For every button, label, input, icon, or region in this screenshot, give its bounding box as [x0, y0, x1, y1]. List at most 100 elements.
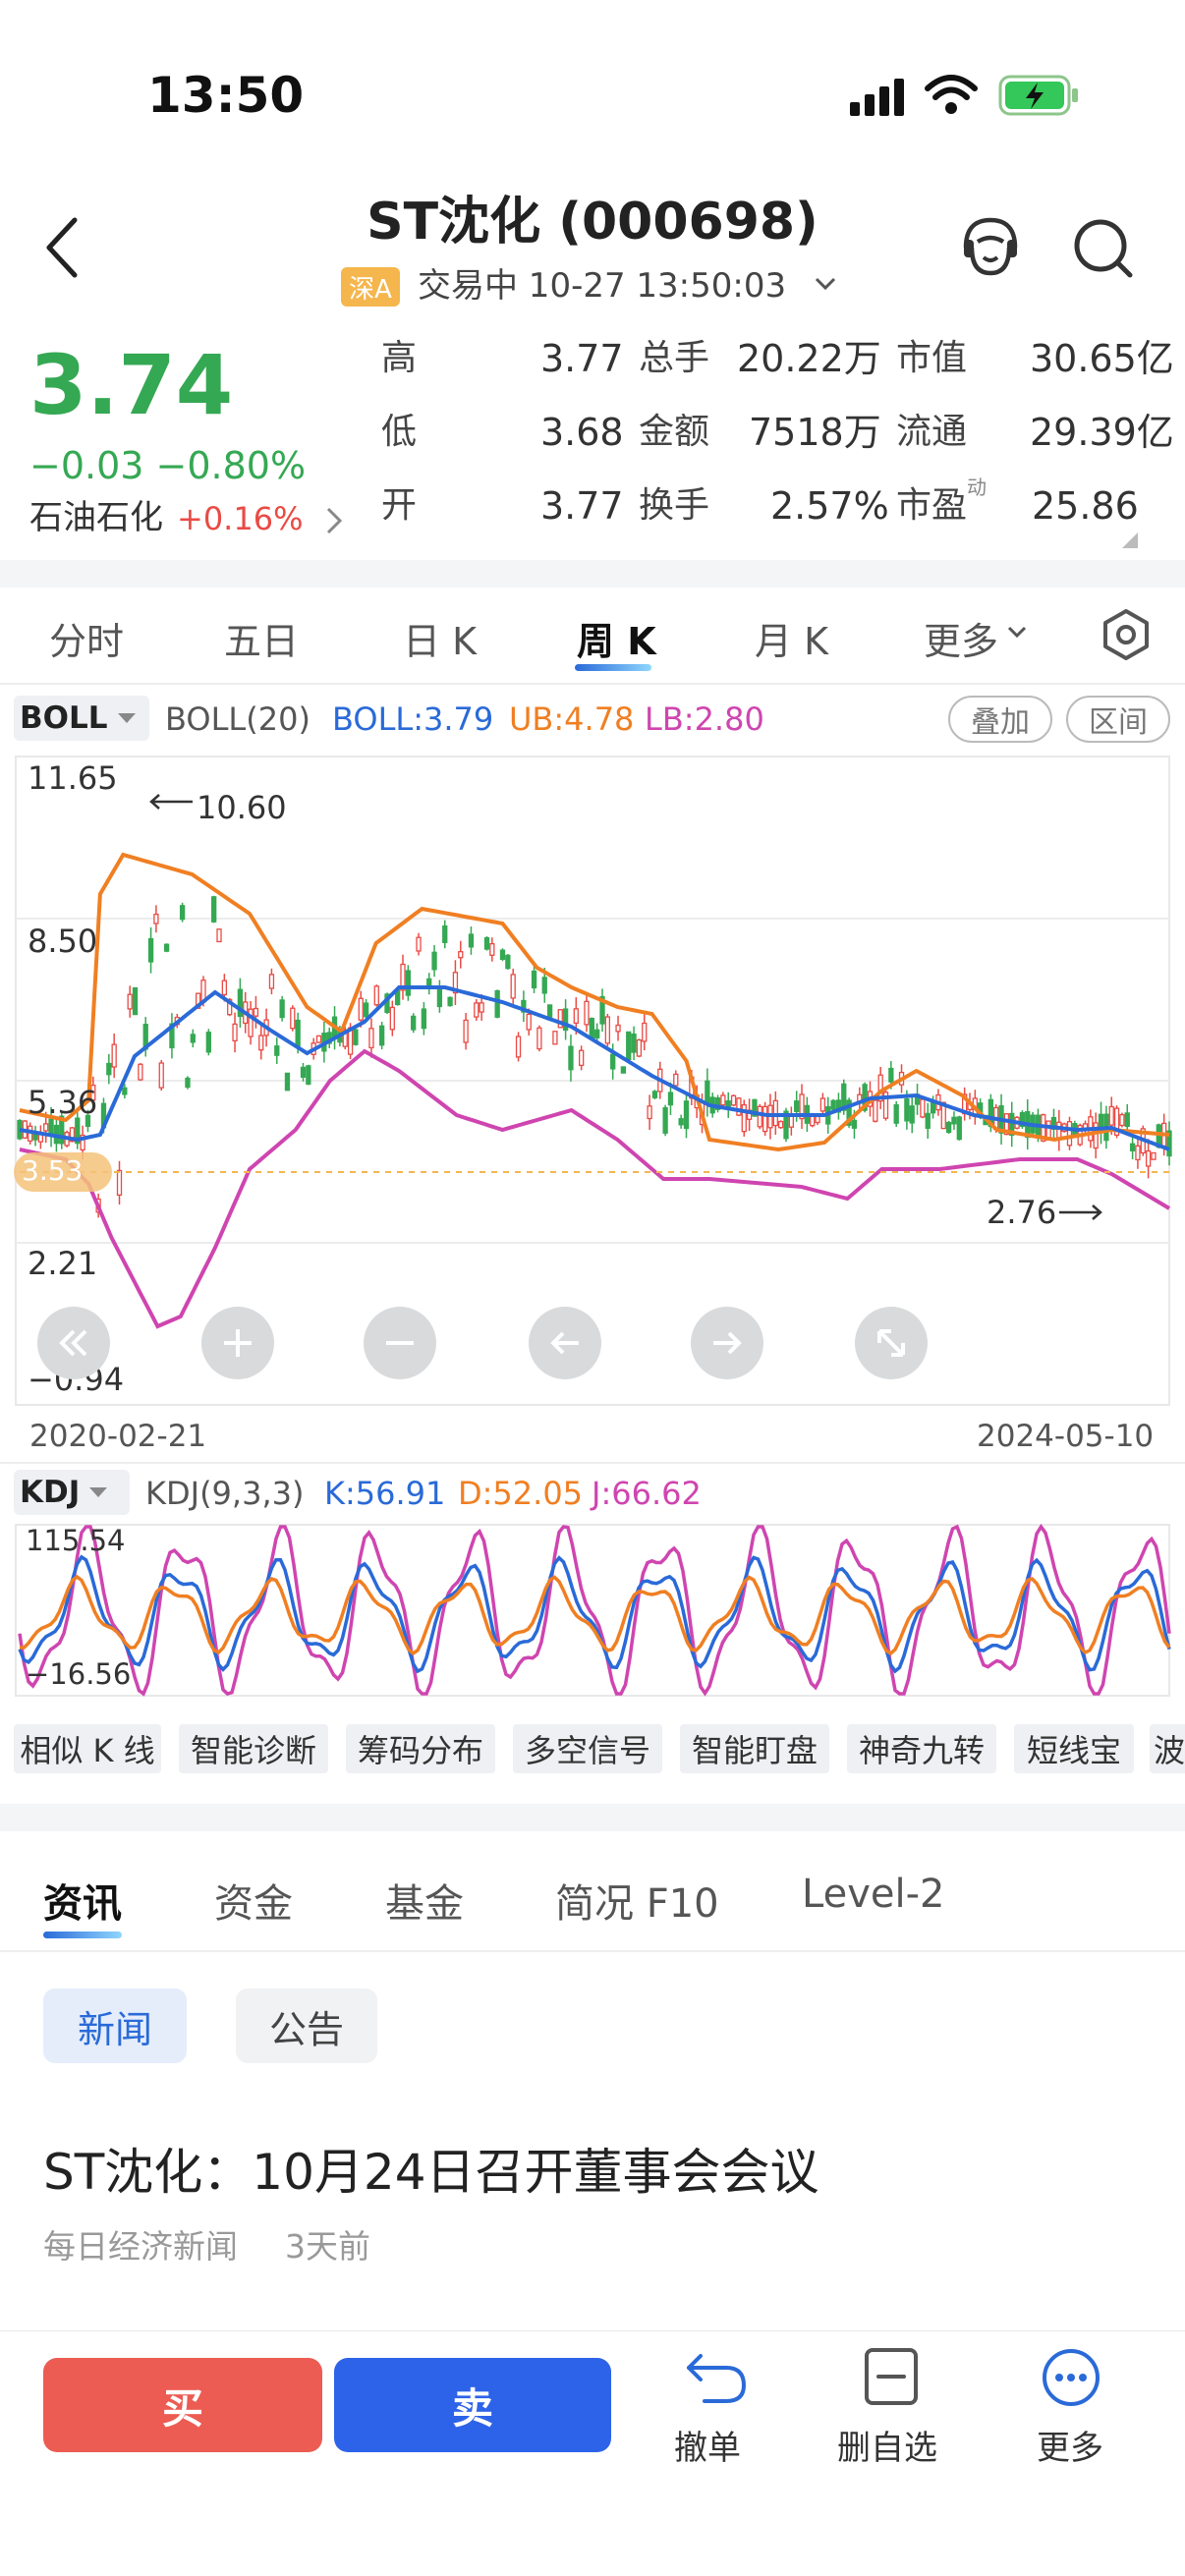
boll-lb-line [19, 1048, 1171, 1329]
tool-smart-diagnosis[interactable]: 智能诊断 [179, 1724, 328, 1773]
tab-level2[interactable]: Level-2 [802, 1872, 945, 1917]
kdj-j-line [18, 1523, 1171, 1697]
overlay-chip[interactable]: 叠加 [948, 696, 1052, 743]
tool-short-line[interactable]: 短线宝 [1014, 1724, 1134, 1773]
tool-smart-watch[interactable]: 智能盯盘 [680, 1724, 829, 1773]
customer-service-icon[interactable] [958, 214, 1023, 283]
quote-value: 2.57% [770, 484, 889, 528]
back-chevron-icon[interactable] [43, 216, 83, 283]
tab-timeshare[interactable]: 分时 [49, 620, 125, 663]
tool-long-short-signal[interactable]: 多空信号 [513, 1724, 662, 1773]
quote-label: 市值 [896, 338, 968, 378]
tab-divider [0, 683, 1185, 685]
tab-news[interactable]: 资讯 [43, 1881, 122, 1927]
double-chevron-left-icon [59, 1329, 87, 1357]
sell-button[interactable]: 卖 [334, 2358, 611, 2452]
y-axis-label: 8.50 [28, 923, 98, 960]
current-price-label: 3.53 [22, 1154, 84, 1187]
date-end-label: 2024-05-10 [977, 1419, 1155, 1454]
expand-icon [877, 1329, 905, 1357]
status-time: 13:50 [147, 67, 305, 124]
tool-magic-nine[interactable]: 神奇九转 [847, 1724, 996, 1773]
tool-wave[interactable]: 波 [1150, 1724, 1185, 1773]
search-icon[interactable] [1071, 216, 1136, 285]
price-change: −0.03 −0.80% [29, 444, 307, 487]
minus-icon [386, 1341, 414, 1345]
wifi-icon [924, 73, 979, 120]
more-dots-icon [1043, 2349, 1100, 2406]
quote-label: 金额 [639, 412, 710, 452]
tool-chip-distribution[interactable]: 筹码分布 [346, 1724, 495, 1773]
max-price-label: 10.60 [197, 789, 287, 826]
boll-selector[interactable]: BOLL [14, 696, 149, 741]
boll-ub-value: UB:4.78 [509, 700, 635, 738]
battery-icon [998, 75, 1081, 120]
tab-profile-f10[interactable]: 简况 F10 [555, 1881, 719, 1927]
settings-hexagon-icon[interactable] [1099, 607, 1154, 666]
scroll-left-button[interactable] [529, 1307, 601, 1379]
quote-value: 7518万 [749, 411, 881, 454]
chevron-down-icon[interactable] [814, 275, 837, 297]
pill-news[interactable]: 新闻 [43, 1988, 187, 2063]
news-headline[interactable]: ST沈化：10月24日召开董事会会议 [43, 2144, 819, 2201]
kdj-d-line [19, 1574, 1171, 1656]
quote-label: 市盈 [896, 485, 968, 526]
boll-params: BOLL(20) [165, 700, 310, 738]
quote-value: 25.86 [1032, 484, 1139, 528]
quote-value: 30.65亿 [1030, 337, 1174, 380]
trade-status[interactable]: 交易中 10-27 13:50:03 [418, 266, 787, 306]
zoom-out-button[interactable] [364, 1307, 436, 1379]
tab-five-day[interactable]: 五日 [224, 620, 300, 663]
tab-daily-k[interactable]: 日 K [403, 620, 477, 663]
remove-watchlist-icon [865, 2348, 918, 2405]
buy-button[interactable]: 买 [43, 2358, 322, 2452]
pill-announcement[interactable]: 公告 [236, 1988, 377, 2063]
kdj-chart[interactable] [0, 1521, 1185, 1700]
chevron-right-icon [324, 505, 344, 540]
quote-label: 流通 [896, 412, 968, 452]
kdj-selector[interactable]: KDJ [14, 1470, 130, 1515]
active-tab-indicator [575, 664, 651, 671]
kdj-j-value: J:66.62 [592, 1475, 702, 1512]
active-tab-indicator [43, 1932, 122, 1938]
boll-mid-line [19, 985, 1170, 1151]
tab-weekly-k[interactable]: 周 K [577, 620, 656, 663]
quote-value: 3.77 [540, 337, 624, 380]
undo-icon [687, 2354, 747, 2403]
market-badge: 深A [341, 267, 400, 307]
news-tab-divider [0, 1950, 1185, 1952]
quote-label: 开 [381, 485, 418, 526]
remove-watchlist-label: 删自选 [837, 2429, 937, 2468]
tab-funds[interactable]: 资金 [214, 1881, 293, 1927]
tab-more[interactable]: 更多 [924, 620, 999, 663]
kline-candles [17, 895, 1172, 1218]
tool-similar-k[interactable]: 相似 K 线 [14, 1724, 161, 1773]
scroll-left-fast-button[interactable] [37, 1307, 110, 1379]
kdj-y-top: 115.54 [26, 1524, 126, 1557]
tab-monthly-k[interactable]: 月 K [755, 620, 828, 663]
section-divider [0, 1804, 1185, 1831]
date-start-label: 2020-02-21 [29, 1419, 207, 1454]
tab-fund[interactable]: 基金 [385, 1881, 464, 1927]
remove-watchlist-button[interactable] [831, 2338, 949, 2476]
sector-link[interactable]: 石油石化 +0.16% [29, 501, 354, 544]
cancel-order-button[interactable] [658, 2338, 776, 2476]
quote-label: 换手 [639, 485, 710, 526]
quote-label: 总手 [639, 338, 710, 378]
more-button[interactable] [1012, 2338, 1130, 2476]
last-price: 3.74 [29, 337, 234, 433]
zoom-in-button[interactable] [201, 1307, 274, 1379]
quote-label: 高 [381, 338, 418, 378]
scroll-right-button[interactable] [691, 1307, 763, 1379]
kdj-k-value: K:56.91 [324, 1475, 446, 1512]
kdj-selector-label: KDJ [20, 1475, 81, 1510]
range-chip[interactable]: 区间 [1066, 696, 1170, 743]
boll-mid-value: BOLL:3.79 [332, 700, 494, 738]
kline-chart[interactable] [0, 747, 1185, 1415]
arrow-left-icon [550, 1331, 579, 1355]
boll-selector-label: BOLL [20, 700, 108, 736]
y-axis-label: 11.65 [28, 759, 118, 797]
expand-corner-icon[interactable] [1120, 531, 1140, 554]
kdj-divider [0, 1462, 1185, 1464]
fullscreen-button[interactable] [855, 1307, 928, 1379]
